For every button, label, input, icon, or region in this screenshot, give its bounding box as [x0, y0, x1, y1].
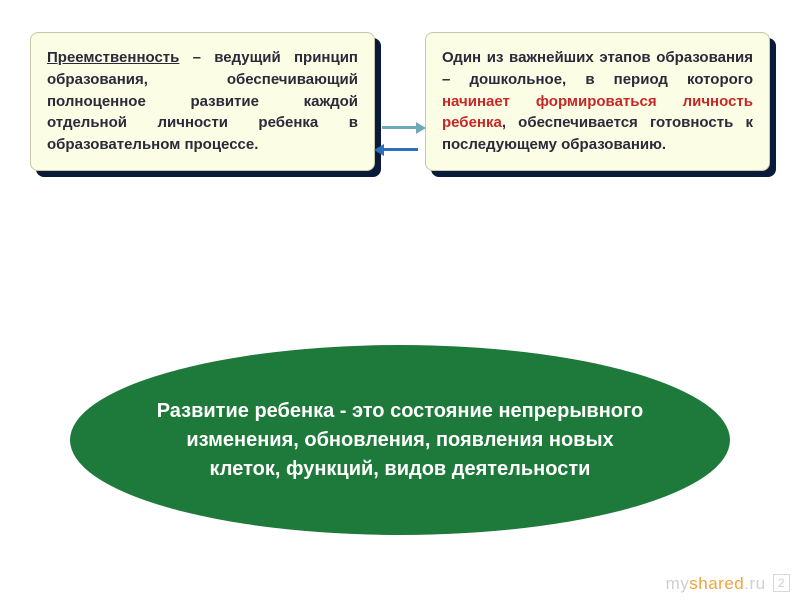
page-number: 2 — [773, 574, 790, 592]
right-card-before: Один из важнейших этапов образования – д… — [442, 49, 753, 88]
left-card-wrap: Преемственность – ведущий принцип образо… — [30, 32, 375, 171]
watermark-prefix: my — [666, 574, 690, 593]
left-card-term: Преемственность — [47, 49, 179, 66]
watermark: myshared.ru 2 — [666, 574, 790, 594]
ellipse-text: Развитие ребенка - это состояние непреры… — [150, 397, 650, 484]
right-card: Один из важнейших этапов образования – д… — [425, 32, 770, 171]
left-card: Преемственность – ведущий принцип образо… — [30, 32, 375, 171]
arrows-group — [382, 120, 418, 170]
right-card-wrap: Один из важнейших этапов образования – д… — [425, 32, 770, 171]
ellipse-callout: Развитие ребенка - это состояние непреры… — [70, 345, 730, 535]
watermark-mid: shared — [689, 574, 744, 593]
arrow-left-icon — [382, 148, 418, 151]
watermark-suffix: .ru — [744, 574, 765, 593]
arrow-right-icon — [382, 126, 418, 129]
